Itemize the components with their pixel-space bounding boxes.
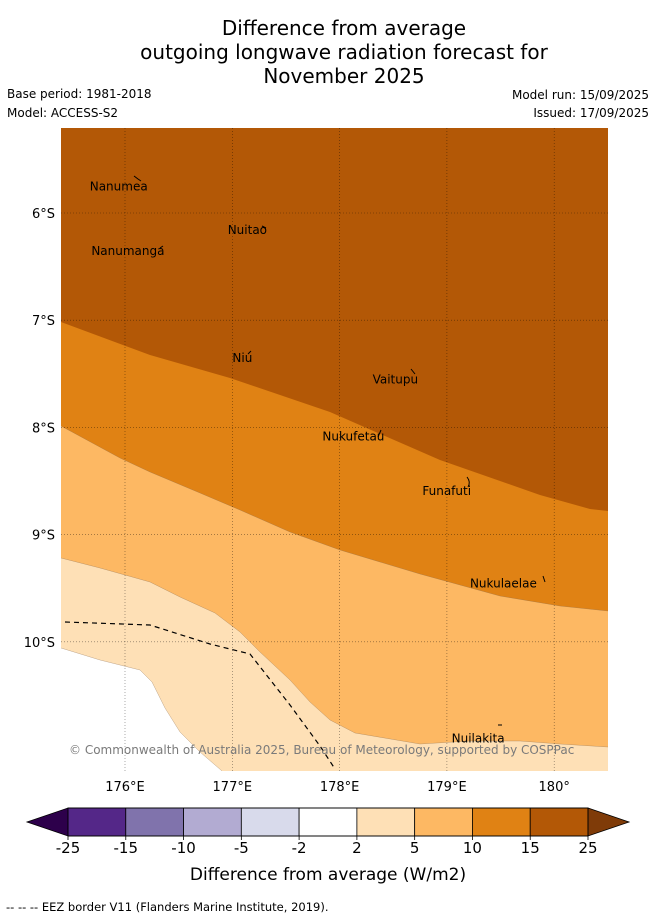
place-labels: Nanumea Nuitao Nanumanga Niu Vaitupu Nukufeta…	[90, 180, 537, 746]
place-label-nukulaelae: Nukulaelae	[470, 576, 537, 590]
lon-tick-label: 180°	[539, 780, 570, 795]
colorbar-tick-label: 2	[352, 839, 362, 857]
colorbar-cell	[183, 807, 242, 837]
lat-tick-label: 9°S	[32, 529, 55, 544]
colorbar-tick-label: -2	[292, 839, 307, 857]
graticule	[61, 128, 608, 771]
lon-tick-label: 176°E	[105, 780, 145, 795]
place-label-funafuti: Funafuti	[422, 484, 471, 498]
colorbar-tick-label: 10	[463, 839, 482, 857]
colorbar-cell	[529, 807, 589, 837]
colorbar-over-triangle	[587, 807, 631, 837]
title-line-3: November 2025	[263, 64, 425, 88]
colorbar-cell	[298, 807, 358, 837]
place-label-nuitao: Nuitao	[228, 223, 267, 237]
lat-tick-label: 10°S	[24, 636, 55, 651]
colorbar-cell	[356, 807, 416, 837]
colorbar-tick-label: -10	[171, 839, 196, 857]
issued-date: Issued: 17/09/2025	[533, 106, 649, 120]
contour-fields	[61, 128, 608, 771]
colorbar-tick-label: -25	[56, 839, 81, 857]
colorbar-cells	[67, 807, 589, 837]
colorbar-cell	[414, 807, 473, 837]
eez-legend-note: -- -- -- EEZ border V11 (Flanders Marine…	[6, 900, 329, 914]
place-label-nuilakita: Nuilakita	[452, 731, 505, 745]
colorbar-tick-label: 25	[578, 839, 597, 857]
lat-tick-label: 8°S	[32, 421, 55, 436]
model-run: Model run: 15/09/2025	[511, 88, 649, 102]
title-line-2: outgoing longwave radiation forecast for	[140, 40, 548, 64]
band-2-5	[61, 558, 608, 771]
colorbar-outline	[67, 807, 589, 837]
contour-edges	[61, 425, 608, 771]
lat-tick-label: 7°S	[32, 314, 55, 329]
colorbar-cell	[67, 807, 127, 837]
place-label-nanumanga: Nanumanga	[91, 244, 164, 258]
place-label-nanumea: Nanumea	[90, 180, 148, 194]
islands	[133, 175, 546, 726]
colorbar-ticks: -25 -15 -10 -5 -2 2 5 10 15 25	[56, 836, 598, 857]
model-name: Model: ACCESS-S2	[7, 106, 119, 120]
axis-labels: 6°S 7°S 8°S 9°S 10°S 176°E 177°E 178°E 179°E 180°	[24, 207, 570, 795]
place-label-nukufetau: Nukufetau	[322, 430, 384, 444]
colorbar-cell	[472, 807, 531, 837]
eez-border	[64, 621, 336, 770]
colorbar-tick-label: -15	[114, 839, 139, 857]
colorbar-cell	[240, 807, 300, 837]
place-label-vaitupu: Vaitupu	[373, 373, 419, 387]
lat-tick-label: 6°S	[32, 207, 55, 222]
title-line-1: Difference from average	[221, 16, 467, 40]
lon-tick-label: 177°E	[213, 780, 253, 795]
lon-tick-label: 179°E	[427, 780, 467, 795]
colorbar-tick-label: 15	[521, 839, 540, 857]
colorbar-under-triangle	[25, 807, 69, 837]
place-label-niu: Niu	[232, 351, 252, 365]
copyright-notice: © Commonwealth of Australia 2025, Bureau…	[69, 743, 574, 757]
colorbar-tick-label: 5	[410, 839, 420, 857]
map-title: Difference from average outgoing longwav…	[0, 16, 655, 88]
base-period: Base period: 1981-2018	[7, 87, 152, 101]
lon-tick-label: 178°E	[320, 780, 360, 795]
colorbar-tick-label: -5	[234, 839, 249, 857]
colorbar-label: Difference from average (W/m2)	[190, 865, 466, 885]
band-minus2-2	[61, 648, 222, 771]
colorbar-cell	[125, 807, 184, 837]
colorbar: -25 -15 -10 -5 -2 2 5 10 15 25 Difference from av…	[25, 807, 631, 885]
forecast-map: Nanumea Nuitao Nanumanga Niu Vaitupu Nukufeta…	[24, 128, 608, 795]
